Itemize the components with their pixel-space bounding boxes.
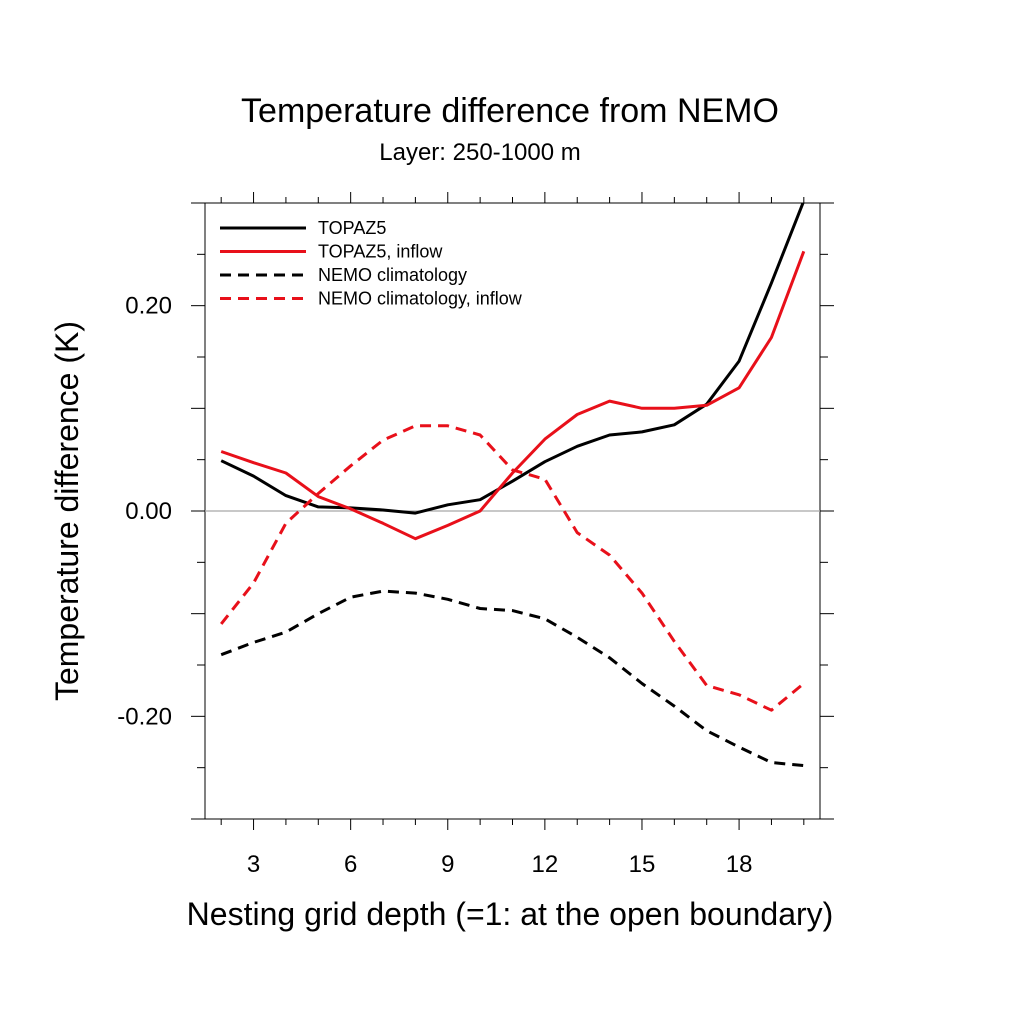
chart-title: Temperature difference from NEMO xyxy=(241,92,779,130)
y-axis-label: Temperature difference (K) xyxy=(49,321,85,701)
legend-label-3: NEMO climatology xyxy=(318,265,467,285)
x-tick-label: 12 xyxy=(532,851,559,878)
series-line-4 xyxy=(220,424,805,712)
legend: TOPAZ5 TOPAZ5, inflow NEMO climatology NEMO… xyxy=(220,218,523,309)
chart-subtitle: Layer: 250-1000 m xyxy=(379,139,580,166)
y-tick-label: 0.20 xyxy=(125,293,172,320)
series-lines xyxy=(220,203,806,768)
legend-label-2: TOPAZ5, inflow xyxy=(318,242,443,262)
x-axis-label: Nesting grid depth (=1: at the open boun… xyxy=(187,896,834,932)
y-tick-label: 0.00 xyxy=(125,498,172,525)
series-line-3 xyxy=(220,589,804,768)
legend-label-1: TOPAZ5 xyxy=(318,218,386,238)
series-line-2 xyxy=(220,250,806,541)
legend-label-4: NEMO climatology, inflow xyxy=(318,289,523,309)
y-tick-label: -0.20 xyxy=(117,703,172,730)
series-line-1 xyxy=(220,203,805,515)
x-tick-label: 18 xyxy=(726,851,753,878)
tick-labels: 3 6 9 12 15 18 -0.20 0.00 0.20 xyxy=(117,293,752,878)
x-tick-label: 3 xyxy=(247,851,260,878)
x-tick-label: 15 xyxy=(629,851,656,878)
axis-ticks xyxy=(191,192,834,830)
x-tick-label: 6 xyxy=(344,851,357,878)
x-tick-label: 9 xyxy=(441,851,454,878)
